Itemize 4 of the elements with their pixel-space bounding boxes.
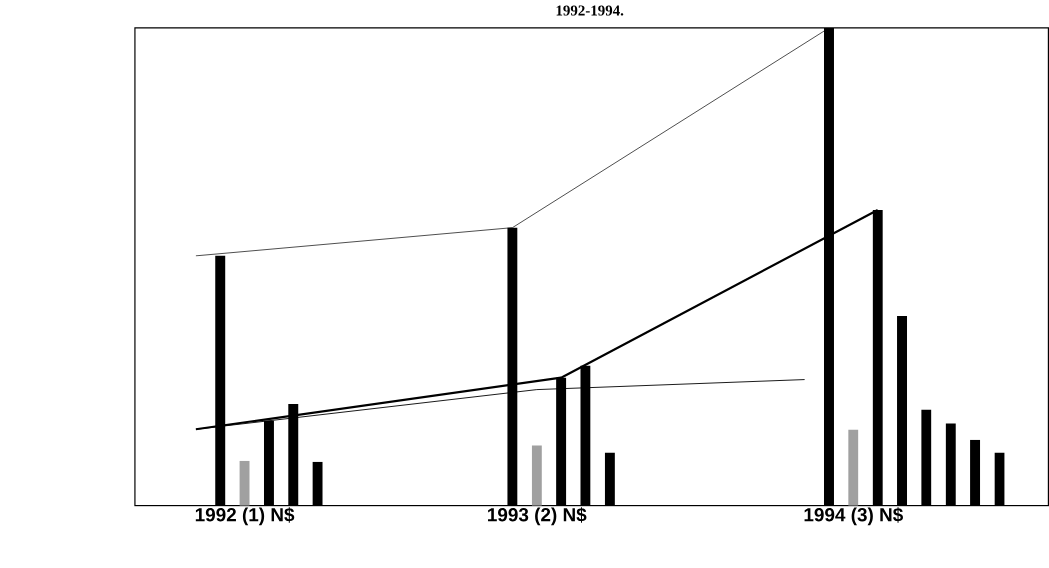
chart-title: 1992-1994. bbox=[556, 5, 624, 16]
x-tick-label: 1992 (1) N$ bbox=[195, 507, 295, 526]
x-tick-label: 1994 (3) N$ bbox=[804, 507, 903, 526]
x-tick-label: 1993 (2) N$ bbox=[488, 507, 587, 526]
